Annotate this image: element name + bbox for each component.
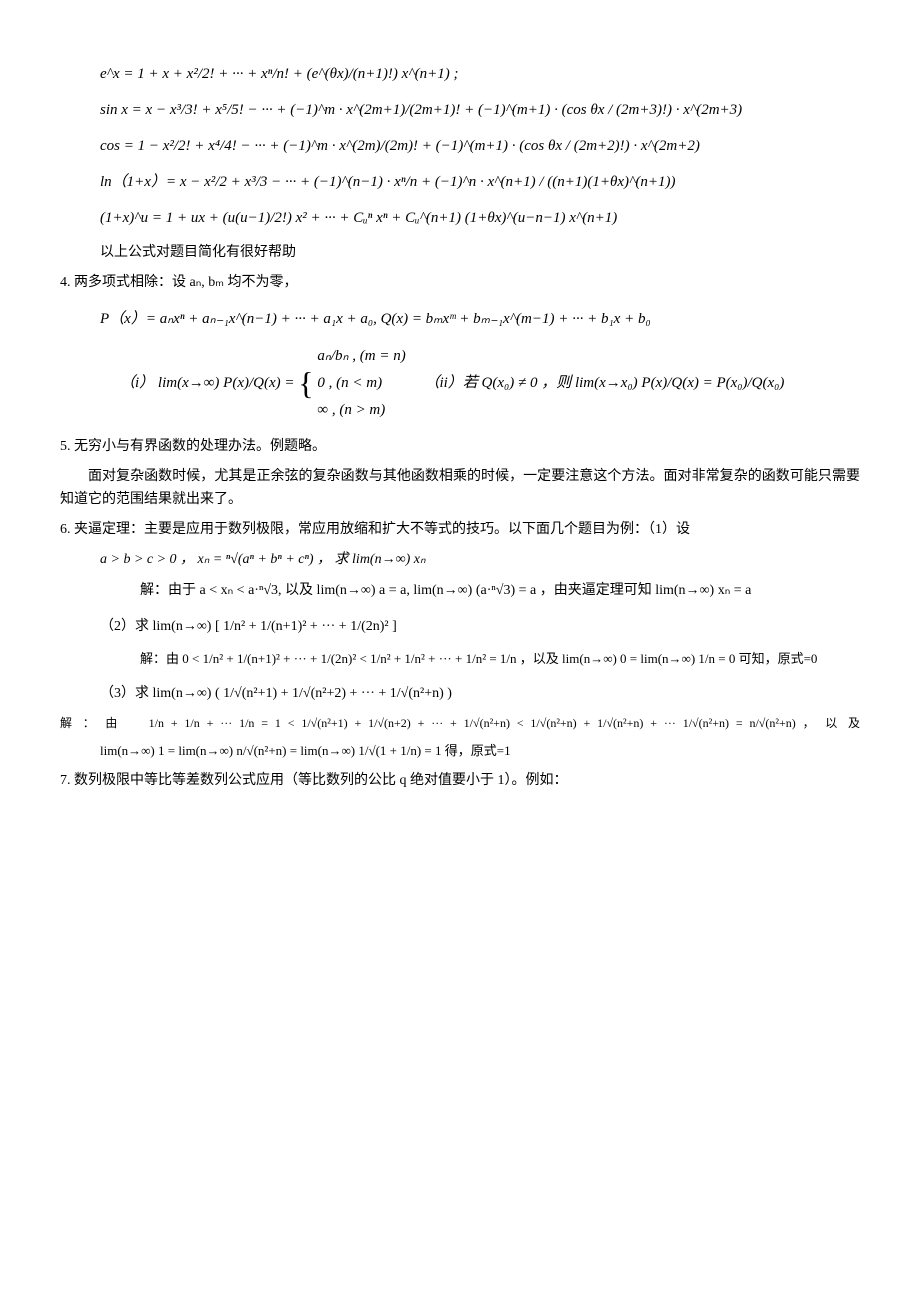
item4-intro: 4. 两多项式相除：设 aₙ, bₘ 均不为零， — [60, 272, 860, 294]
item6-sol2-wrap: 解：由 0 < 1/n² + 1/(n+1)² + ··· + 1/(2n)² … — [140, 649, 860, 670]
item6-sol3-a: 1/n + 1/n + ··· 1/n = 1 < 1/√(n²+1) + 1/… — [149, 716, 796, 730]
formula-sin: sin x = x − x³/3! + x⁵/5! − ··· + (−1)^m… — [100, 98, 860, 122]
formula-exp-text: e^x = 1 + x + x²/2! + ··· + xⁿ/n! + (e^(… — [100, 66, 459, 82]
item4-i-lim: lim(x→∞) P(x)/Q(x) = — [158, 375, 295, 391]
formula-ln-text: ln（1+x）= x − x²/2 + x³/3 − ··· + (−1)^(n… — [100, 174, 675, 190]
formula-binom: (1+x)^u = 1 + ux + (u(u−1)/2!) x² + ··· … — [100, 206, 860, 230]
item6-intro: 6. 夹逼定理：主要是应用于数列极限，常应用放缩和扩大不等式的技巧。以下面几个题… — [60, 519, 860, 541]
item6-q3: （3）求 lim(n→∞) ( 1/√(n²+1) + 1/√(n²+2) + … — [100, 683, 860, 705]
item6-sol3-line-a: 解 ： 由 1/n + 1/n + ··· 1/n = 1 < 1/√(n²+1… — [60, 714, 860, 733]
case-2: 0 , (n < m) — [317, 370, 405, 397]
item6-cond: a > b > c > 0 ， xₙ = ⁿ√(aⁿ + bⁿ + cⁿ) ， … — [100, 549, 860, 571]
formula-exp: e^x = 1 + x + x²/2! + ··· + xⁿ/n! + (e^(… — [100, 62, 860, 86]
item6-q2: （2）求 lim(n→∞) [ 1/n² + 1/(n+1)² + ··· + … — [100, 616, 860, 638]
item4-i-prefix: （i） — [120, 375, 154, 391]
item6-sol3-prefix: 解 ： 由 — [60, 716, 121, 730]
formula-poly: P（x）= aₙxⁿ + aₙ₋₁x^(n−1) + ··· + a₁x + a… — [100, 307, 860, 331]
formula-sin-text: sin x = x − x³/3! + x⁵/5! − ··· + (−1)^m… — [100, 102, 742, 118]
item5-body: 面对复杂函数时候，尤其是正余弦的复杂函数与其他函数相乘的时候，一定要注意这个方法… — [60, 466, 860, 511]
item6-sol3-b: lim(n→∞) 1 = lim(n→∞) n/√(n²+n) = lim(n→… — [100, 741, 860, 762]
item5-title: 5. 无穷小与有界函数的处理办法。例题略。 — [60, 436, 860, 458]
item4-cases: （i） lim(x→∞) P(x)/Q(x) = { aₙ/bₙ , (m = … — [120, 343, 860, 424]
item6-sol3-suffix: ， 以 及 — [803, 716, 860, 730]
item6-sol2-prefix: 解：由 — [140, 651, 179, 666]
piecewise-cases: aₙ/bₙ , (m = n) 0 , (n < m) ∞ , (n > m) — [317, 343, 405, 424]
case-1: aₙ/bₙ , (m = n) — [317, 343, 405, 370]
formula-binom-text: (1+x)^u = 1 + ux + (u(u−1)/2!) x² + ··· … — [100, 210, 617, 226]
formula-cos: cos = 1 − x²/2! + x⁴/4! − ··· + (−1)^m ·… — [100, 134, 860, 158]
item6-sol2: 0 < 1/n² + 1/(n+1)² + ··· + 1/(2n)² < 1/… — [182, 651, 817, 666]
help-text: 以上公式对题目简化有很好帮助 — [100, 242, 860, 264]
formula-ln: ln（1+x）= x − x²/2 + x³/3 − ··· + (−1)^(n… — [100, 170, 860, 194]
item7: 7. 数列极限中等比等差数列公式应用（等比数列的公比 q 绝对值要小于 1）。例… — [60, 770, 860, 792]
item4-ii: （ii）若 Q(x₀) ≠ 0 ，则 lim(x→x₀) P(x)/Q(x) =… — [424, 375, 784, 391]
formula-poly-text: P（x）= aₙxⁿ + aₙ₋₁x^(n−1) + ··· + a₁x + a… — [100, 311, 651, 327]
case-3: ∞ , (n > m) — [317, 397, 405, 424]
formula-cos-text: cos = 1 − x²/2! + x⁴/4! − ··· + (−1)^m ·… — [100, 138, 700, 154]
item6-sol1: 解：由于 a < xₙ < a·ⁿ√3, 以及 lim(n→∞) a = a, … — [140, 580, 860, 602]
